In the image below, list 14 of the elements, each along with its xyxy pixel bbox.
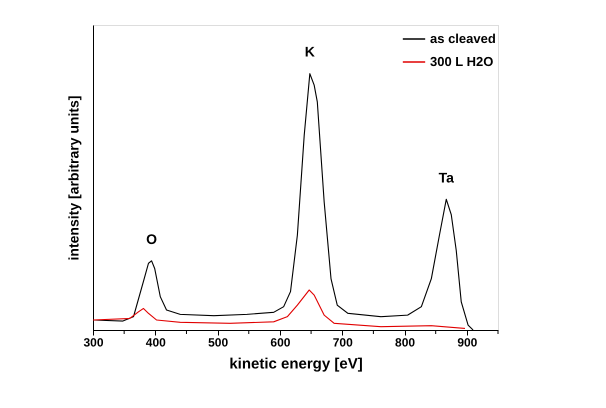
x-tick-label: 700	[332, 336, 354, 350]
x-tick-label: 500	[208, 336, 228, 350]
annotation: Ta	[438, 169, 454, 186]
x-tick-label: 600	[270, 336, 291, 350]
annotation: O	[146, 230, 158, 247]
x-axis-title: kinetic energy [eV]	[229, 356, 363, 372]
legend-label: as cleaved	[430, 31, 496, 46]
y-axis-title: intensity [arbitrary units]	[66, 96, 82, 260]
x-tick-label: 400	[146, 336, 166, 350]
x-tick-label: 300	[83, 336, 104, 350]
x-tick-label: 900	[457, 336, 478, 350]
legend-label: 300 L H2O	[430, 54, 494, 69]
annotation: K	[304, 44, 315, 60]
x-tick-label: 800	[395, 336, 416, 350]
